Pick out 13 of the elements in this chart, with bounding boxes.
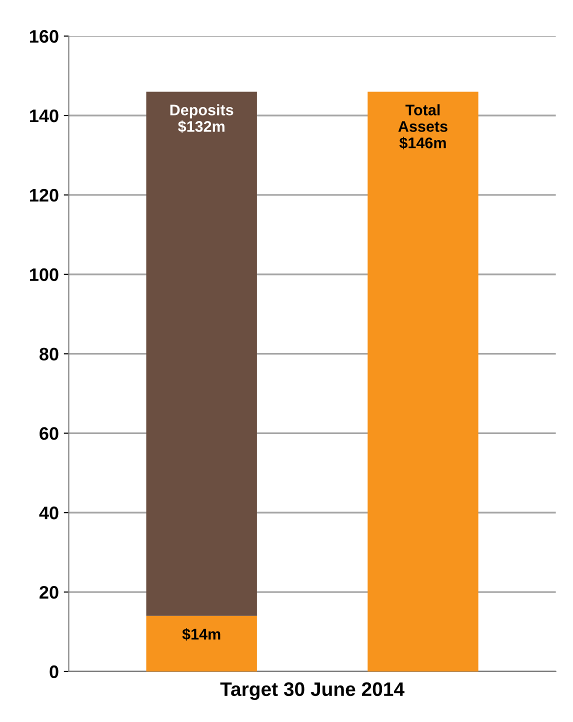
x-axis-title: Target 30 June 2014 bbox=[220, 682, 404, 700]
y-tick-label: 40 bbox=[39, 506, 58, 520]
y-tick-label: 0 bbox=[50, 665, 58, 678]
y-tick-label: 20 bbox=[40, 586, 58, 599]
data-label: Deposits $132m bbox=[170, 104, 234, 133]
y-tick-label: 120 bbox=[30, 188, 58, 202]
y-tick-label: 60 bbox=[40, 427, 58, 440]
y-tick-label: 160 bbox=[30, 30, 58, 43]
data-label: $14m bbox=[182, 628, 220, 641]
y-tick-label: 80 bbox=[40, 348, 58, 360]
y-tick-label: 100 bbox=[30, 268, 58, 282]
data-label: Total Assets $146m bbox=[398, 104, 448, 150]
y-tick-label: 140 bbox=[30, 109, 58, 122]
